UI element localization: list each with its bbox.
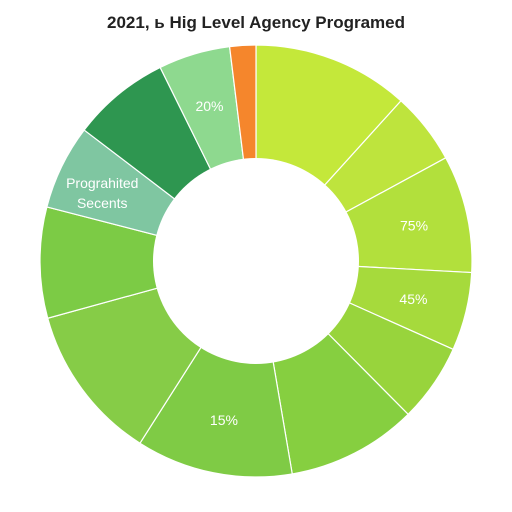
chart-title: 2021, ь Hig Level Agency Programed [107, 13, 405, 32]
slice-value-label: 75% [400, 217, 428, 233]
slice-value-label: 20% [195, 98, 223, 114]
donut-hole [153, 158, 359, 364]
slice-value-label: 45% [399, 291, 427, 307]
pie-slice-9 [39, 206, 259, 319]
slice-value-label: 15% [210, 412, 238, 428]
slice-category-label: Prograhited Secents [66, 175, 138, 211]
labels-group: 75% 45% 15% Prograhited Secents 20% [66, 98, 428, 428]
